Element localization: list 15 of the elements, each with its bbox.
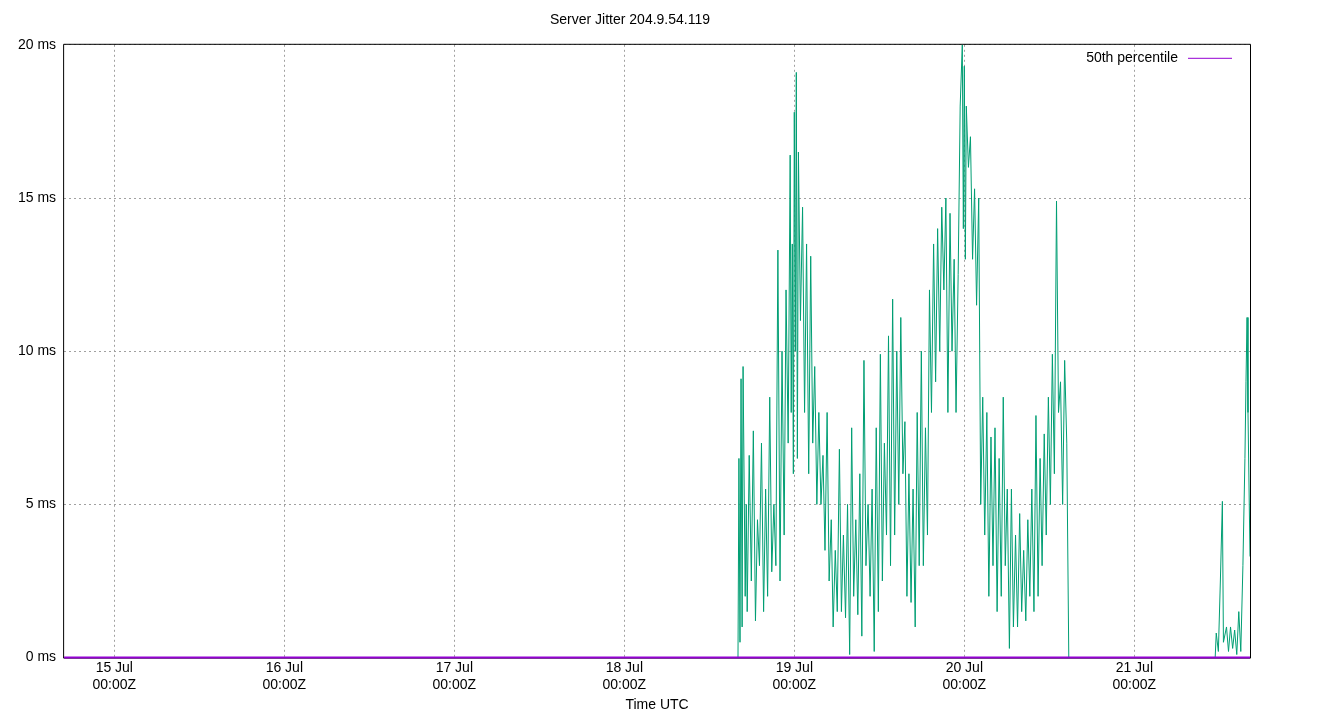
y-tick-label: 15 ms: [18, 188, 57, 205]
x-tick-label: 15 Jul 00:00Z: [92, 658, 137, 692]
x-tick-label: 20 Jul 00:00Z: [942, 658, 987, 692]
y-tick-label: 20 ms: [18, 35, 57, 52]
x-tick-label: 19 Jul 00:00Z: [772, 658, 817, 692]
chart-title: Server Jitter 204.9.54.119: [549, 11, 711, 28]
x-tick-label: 17 Jul 00:00Z: [432, 658, 477, 692]
x-tick-label: 18 Jul 00:00Z: [602, 658, 647, 692]
y-tick-label: 10 ms: [18, 342, 57, 359]
x-tick-label: 16 Jul 00:00Z: [262, 658, 307, 692]
y-tick-label: 5 ms: [25, 495, 57, 512]
x-axis-title: Time UTC: [625, 696, 689, 713]
legend-label: 50th percentile: [1086, 48, 1179, 65]
x-tick-label: 21 Jul 00:00Z: [1112, 658, 1157, 692]
y-tick-label: 0 ms: [25, 648, 57, 665]
